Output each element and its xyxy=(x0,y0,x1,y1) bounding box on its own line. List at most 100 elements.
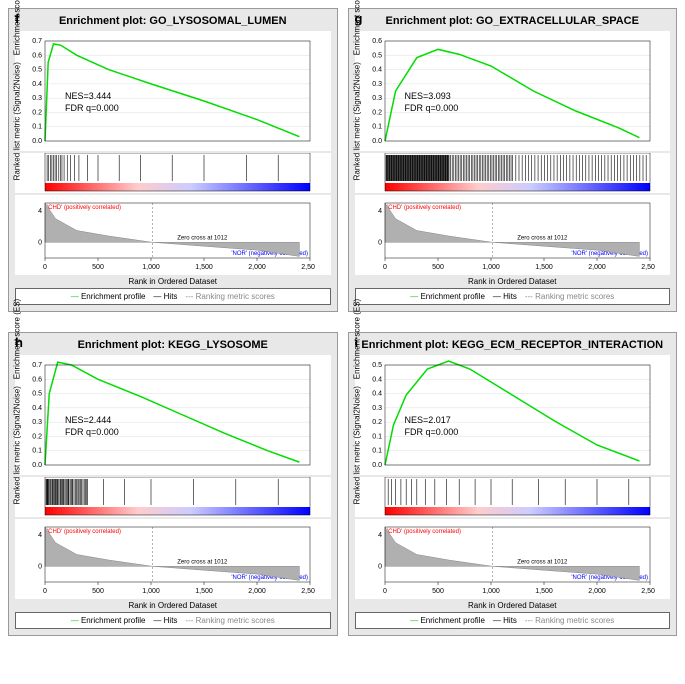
svg-text:2,000: 2,000 xyxy=(248,264,266,271)
svg-text:0: 0 xyxy=(378,239,382,246)
svg-text:'CHD' (positively correlated): 'CHD' (positively correlated) xyxy=(47,205,121,211)
hits-chart xyxy=(355,153,671,193)
es-chart: Enrichment score (ES)0.00.10.20.30.30.40… xyxy=(355,31,671,151)
svg-text:1,000: 1,000 xyxy=(482,264,500,271)
svg-text:0.1: 0.1 xyxy=(32,124,42,131)
y-axis-label-metric: Ranked list metric (Signal2Noise) xyxy=(13,386,22,504)
svg-text:500: 500 xyxy=(92,264,104,271)
svg-text:2,000: 2,000 xyxy=(588,264,606,271)
svg-text:0.4: 0.4 xyxy=(372,67,382,74)
legend: — Enrichment profile— Hits--- Ranking me… xyxy=(355,612,671,629)
hits-chart xyxy=(15,477,331,517)
svg-text:1,000: 1,000 xyxy=(142,264,160,271)
svg-text:500: 500 xyxy=(92,588,104,595)
panel-title: Enrichment plot: KEGG_ECM_RECEPTOR_INTER… xyxy=(353,337,673,353)
metric-chart: Ranked list metric (Signal2Noise)'CHD' (… xyxy=(15,195,331,275)
svg-text:0.5: 0.5 xyxy=(32,391,42,398)
svg-text:0.3: 0.3 xyxy=(372,405,382,412)
fdr-text: FDR q=0.000 xyxy=(65,427,119,437)
hits-chart xyxy=(15,153,331,193)
svg-text:Zero cross at 1012: Zero cross at 1012 xyxy=(517,559,568,565)
svg-text:0.2: 0.2 xyxy=(372,419,382,426)
svg-text:1,500: 1,500 xyxy=(195,588,213,595)
svg-text:2,000: 2,000 xyxy=(588,588,606,595)
svg-text:0.5: 0.5 xyxy=(32,67,42,74)
svg-text:0.3: 0.3 xyxy=(32,419,42,426)
y-axis-label-es: Enrichment score (ES) xyxy=(13,0,22,55)
svg-text:1,500: 1,500 xyxy=(535,588,553,595)
panel-title: Enrichment plot: GO_EXTRACELLULAR_SPACE xyxy=(353,13,673,29)
svg-text:0: 0 xyxy=(378,563,382,570)
es-chart: Enrichment score (ES)0.00.10.10.20.30.40… xyxy=(355,355,671,475)
svg-text:0: 0 xyxy=(383,264,387,271)
svg-text:Zero cross at 1012: Zero cross at 1012 xyxy=(177,559,228,565)
svg-text:4: 4 xyxy=(378,532,382,539)
svg-text:Zero cross at 1012: Zero cross at 1012 xyxy=(517,235,568,241)
y-axis-label-es: Enrichment score (ES) xyxy=(352,299,361,379)
svg-text:2,500: 2,500 xyxy=(301,588,315,595)
svg-text:0: 0 xyxy=(38,563,42,570)
svg-text:0: 0 xyxy=(383,588,387,595)
gsea-panel-i: iEnrichment plot: KEGG_ECM_RECEPTOR_INTE… xyxy=(348,332,678,636)
svg-text:2,500: 2,500 xyxy=(641,588,655,595)
legend: — Enrichment profile— Hits--- Ranking me… xyxy=(355,288,671,305)
y-axis-label-metric: Ranked list metric (Signal2Noise) xyxy=(352,386,361,504)
y-axis-label-metric: Ranked list metric (Signal2Noise) xyxy=(352,62,361,180)
fdr-text: FDR q=0.000 xyxy=(405,103,459,113)
svg-text:1,000: 1,000 xyxy=(482,588,500,595)
svg-text:0.4: 0.4 xyxy=(32,81,42,88)
x-axis-label: Rank in Ordered Dataset xyxy=(353,275,673,286)
svg-text:0.7: 0.7 xyxy=(32,38,42,45)
nes-text: NES=3.093 xyxy=(405,91,451,101)
legend: — Enrichment profile— Hits--- Ranking me… xyxy=(15,612,331,629)
legend: — Enrichment profile— Hits--- Ranking me… xyxy=(15,288,331,305)
svg-text:0.4: 0.4 xyxy=(372,391,382,398)
es-chart: Enrichment score (ES)0.00.10.20.30.40.50… xyxy=(15,31,331,151)
svg-text:500: 500 xyxy=(432,264,444,271)
svg-text:0: 0 xyxy=(43,264,47,271)
svg-text:4: 4 xyxy=(38,208,42,215)
x-axis-label: Rank in Ordered Dataset xyxy=(13,599,333,610)
panel-title: Enrichment plot: GO_LYSOSOMAL_LUMEN xyxy=(13,13,333,29)
svg-text:1,500: 1,500 xyxy=(535,264,553,271)
svg-text:500: 500 xyxy=(432,588,444,595)
panel-title: Enrichment plot: KEGG_LYSOSOME xyxy=(13,337,333,353)
svg-text:0.4: 0.4 xyxy=(372,376,382,383)
svg-text:0.6: 0.6 xyxy=(372,38,382,45)
svg-text:2,500: 2,500 xyxy=(301,264,315,271)
svg-text:4: 4 xyxy=(378,208,382,215)
nes-text: NES=3.444 xyxy=(65,91,111,101)
metric-chart: Ranked list metric (Signal2Noise)'CHD' (… xyxy=(15,519,331,599)
svg-text:0.0: 0.0 xyxy=(32,138,42,145)
svg-text:0.1: 0.1 xyxy=(372,124,382,131)
y-axis-label-es: Enrichment score (ES) xyxy=(352,0,361,55)
svg-text:0.7: 0.7 xyxy=(32,362,42,369)
y-axis-label-es: Enrichment score (ES) xyxy=(13,299,22,379)
svg-text:'CHD' (positively correlated): 'CHD' (positively correlated) xyxy=(387,205,461,211)
svg-text:0.0: 0.0 xyxy=(372,138,382,145)
fdr-text: FDR q=0.000 xyxy=(405,427,459,437)
svg-text:0.0: 0.0 xyxy=(372,462,382,469)
svg-text:0.2: 0.2 xyxy=(32,433,42,440)
svg-text:0.1: 0.1 xyxy=(372,448,382,455)
svg-text:0.6: 0.6 xyxy=(32,376,42,383)
svg-text:0.3: 0.3 xyxy=(372,95,382,102)
svg-text:0.6: 0.6 xyxy=(32,52,42,59)
svg-text:1,500: 1,500 xyxy=(195,264,213,271)
svg-text:0.0: 0.0 xyxy=(32,462,42,469)
svg-text:0.5: 0.5 xyxy=(372,362,382,369)
metric-chart: Ranked list metric (Signal2Noise)'CHD' (… xyxy=(355,195,671,275)
svg-text:0: 0 xyxy=(43,588,47,595)
x-axis-label: Rank in Ordered Dataset xyxy=(353,599,673,610)
svg-text:Zero cross at 1012: Zero cross at 1012 xyxy=(177,235,228,241)
svg-text:0.2: 0.2 xyxy=(32,109,42,116)
gsea-panel-h: hEnrichment plot: KEGG_LYSOSOMEEnrichmen… xyxy=(8,332,338,636)
svg-text:0: 0 xyxy=(38,239,42,246)
x-axis-label: Rank in Ordered Dataset xyxy=(13,275,333,286)
svg-text:0.5: 0.5 xyxy=(372,52,382,59)
svg-text:4: 4 xyxy=(38,532,42,539)
svg-text:0.2: 0.2 xyxy=(372,109,382,116)
nes-text: NES=2.017 xyxy=(405,415,451,425)
y-axis-label-metric: Ranked list metric (Signal2Noise) xyxy=(13,62,22,180)
svg-text:0.4: 0.4 xyxy=(32,405,42,412)
